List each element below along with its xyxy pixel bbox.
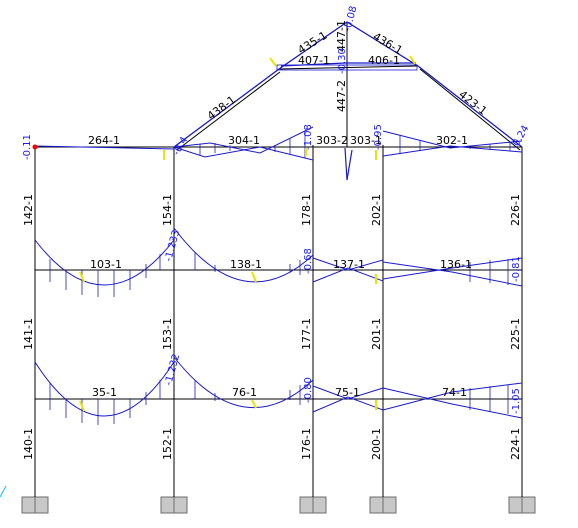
label-103-1: 103-1 bbox=[90, 258, 122, 271]
tie-node-box bbox=[276, 64, 418, 71]
label-35-1: 35-1 bbox=[92, 386, 117, 399]
value-floor1-e: -1.05 bbox=[511, 388, 522, 414]
label-303-2: 303-2 bbox=[316, 134, 348, 147]
label-137-1: 137-1 bbox=[333, 258, 365, 271]
value-roof-left-end: -0.11 bbox=[22, 134, 33, 160]
label-264-1: 264-1 bbox=[88, 134, 120, 147]
label-178-1: 178-1 bbox=[300, 194, 313, 226]
value-floor1-c: -0.80 bbox=[303, 377, 314, 403]
floor1-bay1-curve bbox=[34, 361, 175, 417]
roof-truss bbox=[173, 21, 523, 151]
supports bbox=[21, 496, 536, 514]
label-224-1: 224-1 bbox=[509, 428, 522, 460]
label-447-1: 447-1 bbox=[335, 20, 348, 52]
value-tie-mid: -0.30 bbox=[337, 48, 348, 74]
label-152-1: 152-1 bbox=[161, 428, 174, 460]
label-406-1: 406-1 bbox=[368, 54, 400, 67]
roof-diagram bbox=[34, 126, 523, 161]
label-136-1: 136-1 bbox=[440, 258, 472, 271]
label-140-1: 140-1 bbox=[22, 428, 35, 460]
truss-diagonal-right-2 bbox=[419, 68, 521, 151]
label-74-1: 74-1 bbox=[442, 386, 467, 399]
label-153-1: 153-1 bbox=[161, 318, 174, 350]
label-304-1: 304-1 bbox=[228, 134, 260, 147]
column-labels: 142-1 141-1 140-1 154-1 153-1 152-1 178-… bbox=[22, 194, 522, 460]
floor2-bay1-curve bbox=[34, 239, 175, 286]
label-142-1: 142-1 bbox=[22, 194, 35, 226]
beams bbox=[35, 146, 522, 400]
value-labels: -0.11 -0.4 -1.08 -0.95 -0.24 -0.08 -0.30… bbox=[22, 5, 532, 414]
label-447-2: 447-2 bbox=[335, 80, 348, 112]
label-177-1: 177-1 bbox=[300, 318, 313, 350]
value-roof-e: -0.24 bbox=[509, 124, 531, 152]
label-76-1: 76-1 bbox=[232, 386, 257, 399]
value-floor2-e: -0.81 bbox=[511, 256, 522, 282]
label-225-1: 225-1 bbox=[509, 318, 522, 350]
label-435-1: 435-1 bbox=[295, 29, 329, 57]
columns bbox=[34, 145, 523, 497]
label-176-1: 176-1 bbox=[300, 428, 313, 460]
value-floor1-b: -1.232 bbox=[163, 353, 182, 387]
value-roof-d: -0.95 bbox=[373, 124, 384, 150]
label-138-1: 138-1 bbox=[230, 258, 262, 271]
label-201-1: 201-1 bbox=[370, 318, 383, 350]
floor2-diagram bbox=[34, 227, 523, 297]
label-302-1: 302-1 bbox=[436, 134, 468, 147]
truss-tie bbox=[278, 65, 419, 70]
node-marker bbox=[32, 144, 38, 150]
label-75-1: 75-1 bbox=[335, 386, 360, 399]
label-303-1: 303-1 bbox=[350, 134, 382, 147]
label-226-1: 226-1 bbox=[509, 194, 522, 226]
label-407-1: 407-1 bbox=[298, 54, 330, 67]
value-roof-c: -1.08 bbox=[303, 124, 314, 150]
truss-diagram bbox=[173, 21, 523, 181]
label-141-1: 141-1 bbox=[22, 318, 35, 350]
label-202-1: 202-1 bbox=[370, 194, 383, 226]
value-roof-b: -0.4 bbox=[171, 135, 190, 157]
value-floor2-c: -0.68 bbox=[303, 248, 314, 274]
label-200-1: 200-1 bbox=[370, 428, 383, 460]
value-floor2-b: -1.233 bbox=[163, 229, 182, 263]
truss-diagonal-left-2 bbox=[176, 71, 281, 151]
label-154-1: 154-1 bbox=[161, 194, 174, 226]
axis-hint bbox=[0, 485, 7, 498]
floor1-diagram bbox=[34, 356, 523, 425]
positive-value-marks bbox=[79, 55, 416, 412]
